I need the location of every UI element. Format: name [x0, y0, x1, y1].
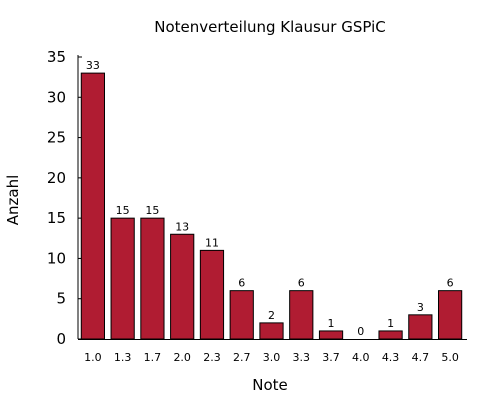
y-tick-label: 10 [47, 249, 66, 267]
bar [199, 249, 225, 340]
y-tick-label: 30 [47, 88, 66, 106]
x-tick-label: 3.3 [293, 351, 311, 364]
x-tick-label: 5.0 [441, 351, 459, 364]
x-tick-label: 2.0 [173, 351, 191, 364]
x-tick-label: 1.3 [114, 351, 132, 364]
bar [378, 330, 403, 340]
bar [140, 217, 165, 340]
y-tick-label: 0 [56, 330, 66, 348]
y-tick-label: 25 [47, 129, 66, 147]
bar [408, 314, 433, 340]
bar [80, 72, 105, 340]
x-tick-label: 2.7 [233, 351, 251, 364]
y-tick-label: 35 [47, 48, 66, 66]
bar-value-label: 6 [447, 277, 454, 290]
bar [170, 233, 195, 340]
x-tick-label: 1.0 [84, 351, 102, 364]
x-tick-label: 1.7 [144, 351, 162, 364]
bar [438, 290, 463, 340]
bar-value-label: 3 [417, 301, 424, 314]
bar-value-label: 6 [298, 277, 305, 290]
x-tick-label: 4.0 [352, 351, 370, 364]
bar [229, 290, 254, 340]
bars [80, 72, 463, 340]
x-tick-label: 2.3 [203, 351, 221, 364]
x-axis-label: Note [252, 376, 288, 394]
axes [77, 55, 467, 340]
bar [289, 290, 314, 340]
bar [259, 322, 284, 340]
bar-value-label: 13 [175, 220, 189, 233]
bar-value-label: 15 [145, 204, 159, 217]
y-axis-ticks: 0 5 10 15 20 25 30 35 [47, 48, 82, 348]
bar-value-label: 15 [116, 204, 130, 217]
bar-value-label: 2 [268, 309, 275, 322]
bar-value-label: 33 [86, 59, 100, 72]
bar [110, 217, 135, 340]
x-tick-label: 4.3 [382, 351, 400, 364]
bar [318, 330, 344, 340]
chart-title: Notenverteilung Klausur GSPiC [154, 18, 386, 36]
bar-value-label: 1 [387, 317, 394, 330]
x-tick-label: 3.7 [322, 351, 340, 364]
x-tick-label: 4.7 [412, 351, 430, 364]
x-axis-ticks: 1.0 1.3 1.7 2.0 2.3 2.7 3.0 3.3 3.7 4.0 4.3 4.7 5.0 [84, 351, 459, 364]
y-tick-label: 20 [47, 169, 66, 187]
bar-value-label: 11 [205, 236, 219, 249]
bar-value-label: 0 [357, 325, 364, 338]
y-tick-label: 15 [47, 209, 66, 227]
x-tick-label: 3.0 [263, 351, 281, 364]
y-tick-label: 5 [56, 290, 66, 308]
y-axis-label: Anzahl [4, 175, 22, 226]
bar-value-label: 6 [238, 277, 245, 290]
bar-value-label: 1 [328, 317, 335, 330]
